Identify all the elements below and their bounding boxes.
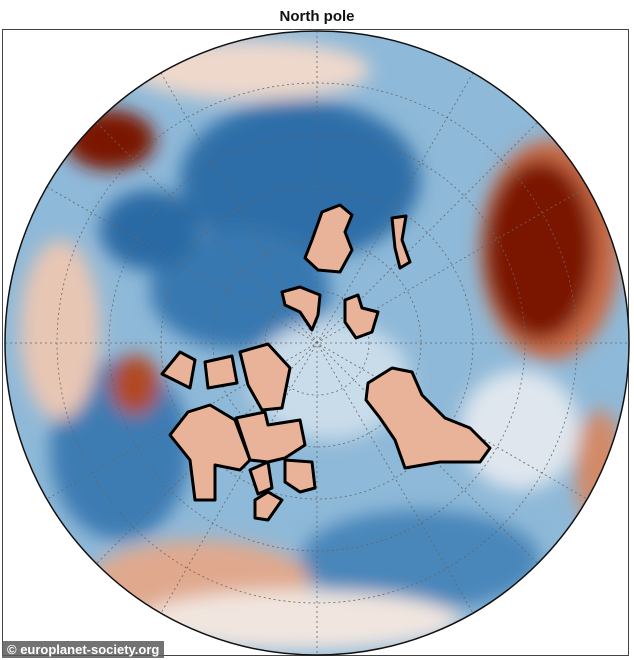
region-outline <box>238 342 292 412</box>
outlined-regions <box>160 203 492 522</box>
region-outline <box>253 490 284 522</box>
region-outline <box>283 458 317 494</box>
region-outline <box>364 366 492 470</box>
region-outline <box>168 403 252 502</box>
graticule <box>5 31 629 655</box>
region-outline <box>280 285 322 332</box>
region-outline <box>390 214 412 270</box>
map-title: North pole <box>279 8 355 25</box>
region-outline <box>248 460 274 496</box>
watermark: © europlanet-society.org <box>2 641 165 658</box>
region-outline <box>234 410 307 464</box>
disk-boundary <box>4 30 630 656</box>
region-outline <box>343 293 380 340</box>
region-outline <box>203 354 239 390</box>
region-outline <box>303 203 354 274</box>
region-outline <box>160 350 197 390</box>
